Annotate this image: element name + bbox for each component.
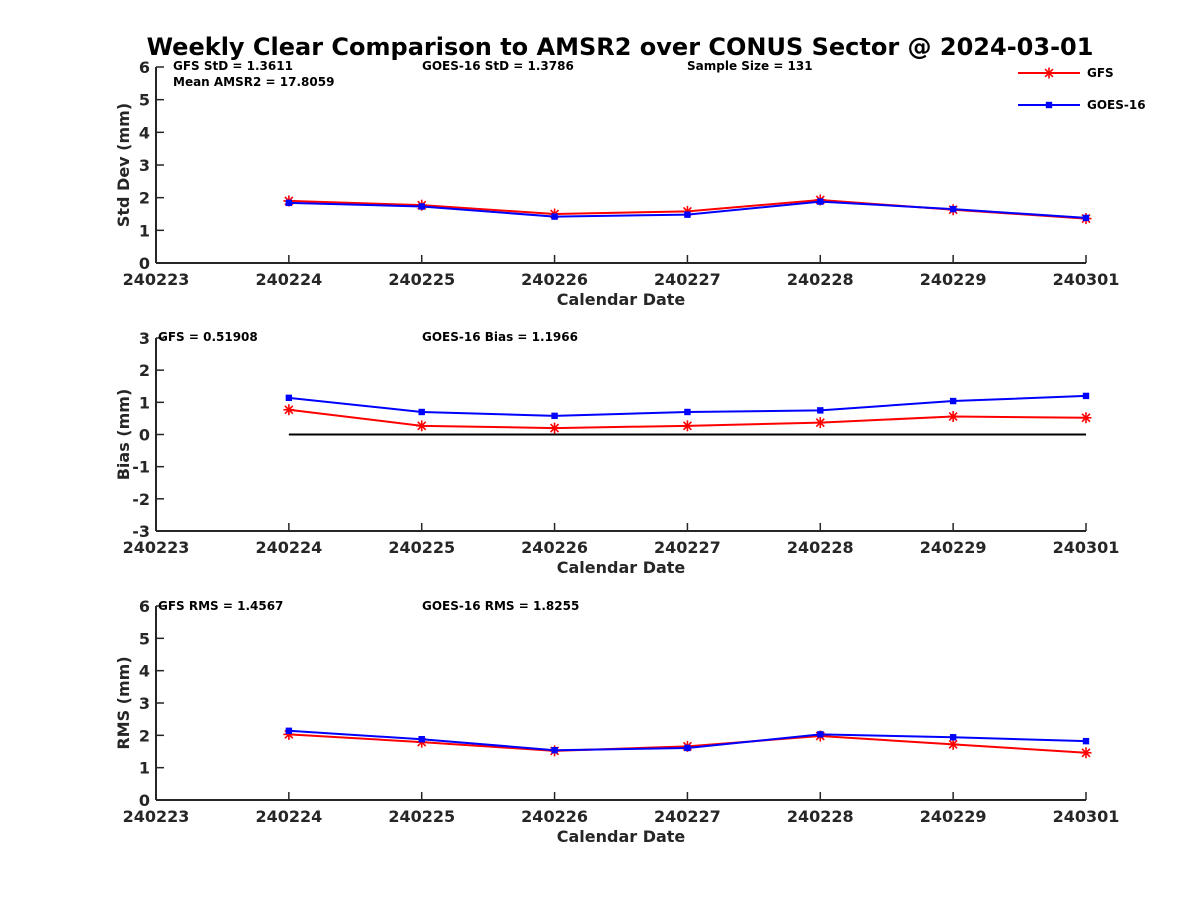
stat-annotation: GFS = 0.51908 — [158, 330, 258, 344]
data-point-goes16 — [684, 211, 691, 218]
stat-annotation: GFS RMS = 1.4567 — [158, 599, 283, 613]
x-tick-label: 240229 — [920, 270, 987, 289]
x-tick-label: 240223 — [123, 538, 190, 557]
stat-annotation: GFS StD = 1.3611 — [173, 59, 293, 73]
chart-title: Weekly Clear Comparison to AMSR2 over CO… — [147, 33, 1094, 61]
y-axis-label: Bias (mm) — [114, 389, 133, 481]
data-point-goes16 — [949, 205, 957, 213]
x-tick-label: 240226 — [521, 538, 588, 557]
y-tick-label: 3 — [139, 694, 150, 713]
data-point-gfs — [814, 417, 826, 429]
data-point-gfs — [549, 422, 561, 434]
x-tick-label: 240224 — [255, 538, 322, 557]
x-tick-label: 240225 — [388, 538, 455, 557]
data-point-gfs — [947, 738, 959, 750]
y-tick-label: 3 — [139, 156, 150, 175]
y-tick-label: 6 — [139, 58, 150, 77]
x-tick-label: 240223 — [123, 807, 190, 826]
y-tick-label: -2 — [132, 490, 150, 509]
x-tick-label: 240228 — [787, 538, 854, 557]
x-tick-label: 240229 — [920, 538, 987, 557]
legend: GFS GOES-16 — [1018, 66, 1146, 112]
x-tick-label: 240229 — [920, 807, 987, 826]
x-tick-label: 240225 — [388, 807, 455, 826]
x-tick-label: 240227 — [654, 270, 721, 289]
y-tick-label: 2 — [139, 361, 150, 380]
data-point-goes16 — [551, 747, 558, 754]
x-tick-label: 240301 — [1053, 538, 1120, 557]
x-tick-label: 240223 — [123, 270, 190, 289]
y-tick-label: 5 — [139, 629, 150, 648]
y-tick-label: 4 — [139, 662, 150, 681]
x-axis-label: Calendar Date — [557, 558, 686, 577]
y-tick-label: 5 — [139, 91, 150, 110]
x-tick-label: 240226 — [521, 807, 588, 826]
stat-annotation: GOES-16 RMS = 1.8255 — [422, 599, 579, 613]
y-tick-label: 1 — [139, 221, 150, 240]
data-point-goes16 — [949, 734, 957, 741]
x-tick-label: 240301 — [1053, 270, 1120, 289]
y-tick-label: 3 — [139, 329, 150, 348]
y-tick-label: 4 — [139, 123, 150, 142]
data-point-gfs — [416, 420, 428, 432]
y-axis-label: Std Dev (mm) — [114, 103, 133, 227]
stat-annotation: Sample Size = 131 — [687, 59, 813, 73]
data-point-goes16 — [817, 731, 824, 738]
panel-3: 0 1 2 3 4 5 6 240223 240224 240225 240226 240227 240… — [114, 597, 1119, 846]
stat-annotation: GOES-16 Bias = 1.1966 — [422, 330, 578, 344]
data-point-goes16 — [684, 408, 691, 416]
y-tick-label: 0 — [139, 254, 150, 273]
x-tick-label: 240228 — [787, 270, 854, 289]
data-point-gfs — [283, 404, 295, 416]
data-point-goes16 — [1082, 214, 1090, 222]
panel-1: 0 1 2 3 4 5 6 240223 240224 240225 240226 240227 240… — [114, 58, 1119, 309]
legend-label: GFS — [1087, 66, 1114, 80]
y-tick-label: 6 — [139, 597, 150, 616]
data-point-goes16 — [285, 727, 293, 735]
data-point-goes16 — [817, 407, 824, 414]
data-point-goes16 — [285, 199, 293, 207]
data-point-goes16 — [949, 397, 957, 405]
x-tick-label: 240228 — [787, 807, 854, 826]
y-tick-label: 0 — [139, 791, 150, 810]
legend-marker-gfs — [1043, 67, 1055, 79]
y-tick-label: 1 — [139, 393, 150, 412]
data-point-goes16 — [684, 744, 691, 752]
data-point-gfs — [1080, 412, 1092, 424]
stat-annotation: GOES-16 StD = 1.3786 — [422, 59, 574, 73]
data-point-goes16 — [418, 203, 425, 210]
y-tick-label: -1 — [132, 458, 150, 477]
data-point-gfs — [681, 420, 693, 432]
data-point-goes16 — [418, 736, 425, 743]
y-tick-label: 1 — [139, 759, 150, 778]
y-tick-label: 2 — [139, 189, 150, 208]
x-tick-label: 240226 — [521, 270, 588, 289]
y-tick-label: -3 — [132, 522, 150, 541]
y-tick-label: 0 — [139, 426, 150, 445]
x-tick-label: 240224 — [255, 807, 322, 826]
data-point-goes16 — [1082, 737, 1090, 745]
x-tick-label: 240227 — [654, 538, 721, 557]
legend-marker-goes16 — [1045, 101, 1053, 109]
stat-annotation: Mean AMSR2 = 17.8059 — [173, 75, 334, 89]
data-point-goes16 — [551, 412, 558, 420]
x-tick-label: 240225 — [388, 270, 455, 289]
data-point-goes16 — [817, 198, 824, 205]
data-point-goes16 — [418, 408, 425, 416]
x-axis-label: Calendar Date — [557, 827, 686, 846]
y-axis-label: RMS (mm) — [114, 656, 133, 749]
x-tick-label: 240227 — [654, 807, 721, 826]
x-tick-label: 240301 — [1053, 807, 1120, 826]
x-axis-label: Calendar Date — [557, 290, 686, 309]
data-point-gfs — [947, 410, 959, 422]
panel-2: -3 -2 -1 0 1 2 3 240223 240224 240225 240226 240227… — [114, 329, 1119, 577]
x-tick-label: 240224 — [255, 270, 322, 289]
y-tick-label: 2 — [139, 726, 150, 745]
data-point-goes16 — [285, 394, 293, 402]
data-point-gfs — [1080, 747, 1092, 759]
data-point-goes16 — [551, 213, 558, 220]
data-point-goes16 — [1082, 392, 1090, 400]
legend-label: GOES-16 — [1087, 98, 1146, 112]
